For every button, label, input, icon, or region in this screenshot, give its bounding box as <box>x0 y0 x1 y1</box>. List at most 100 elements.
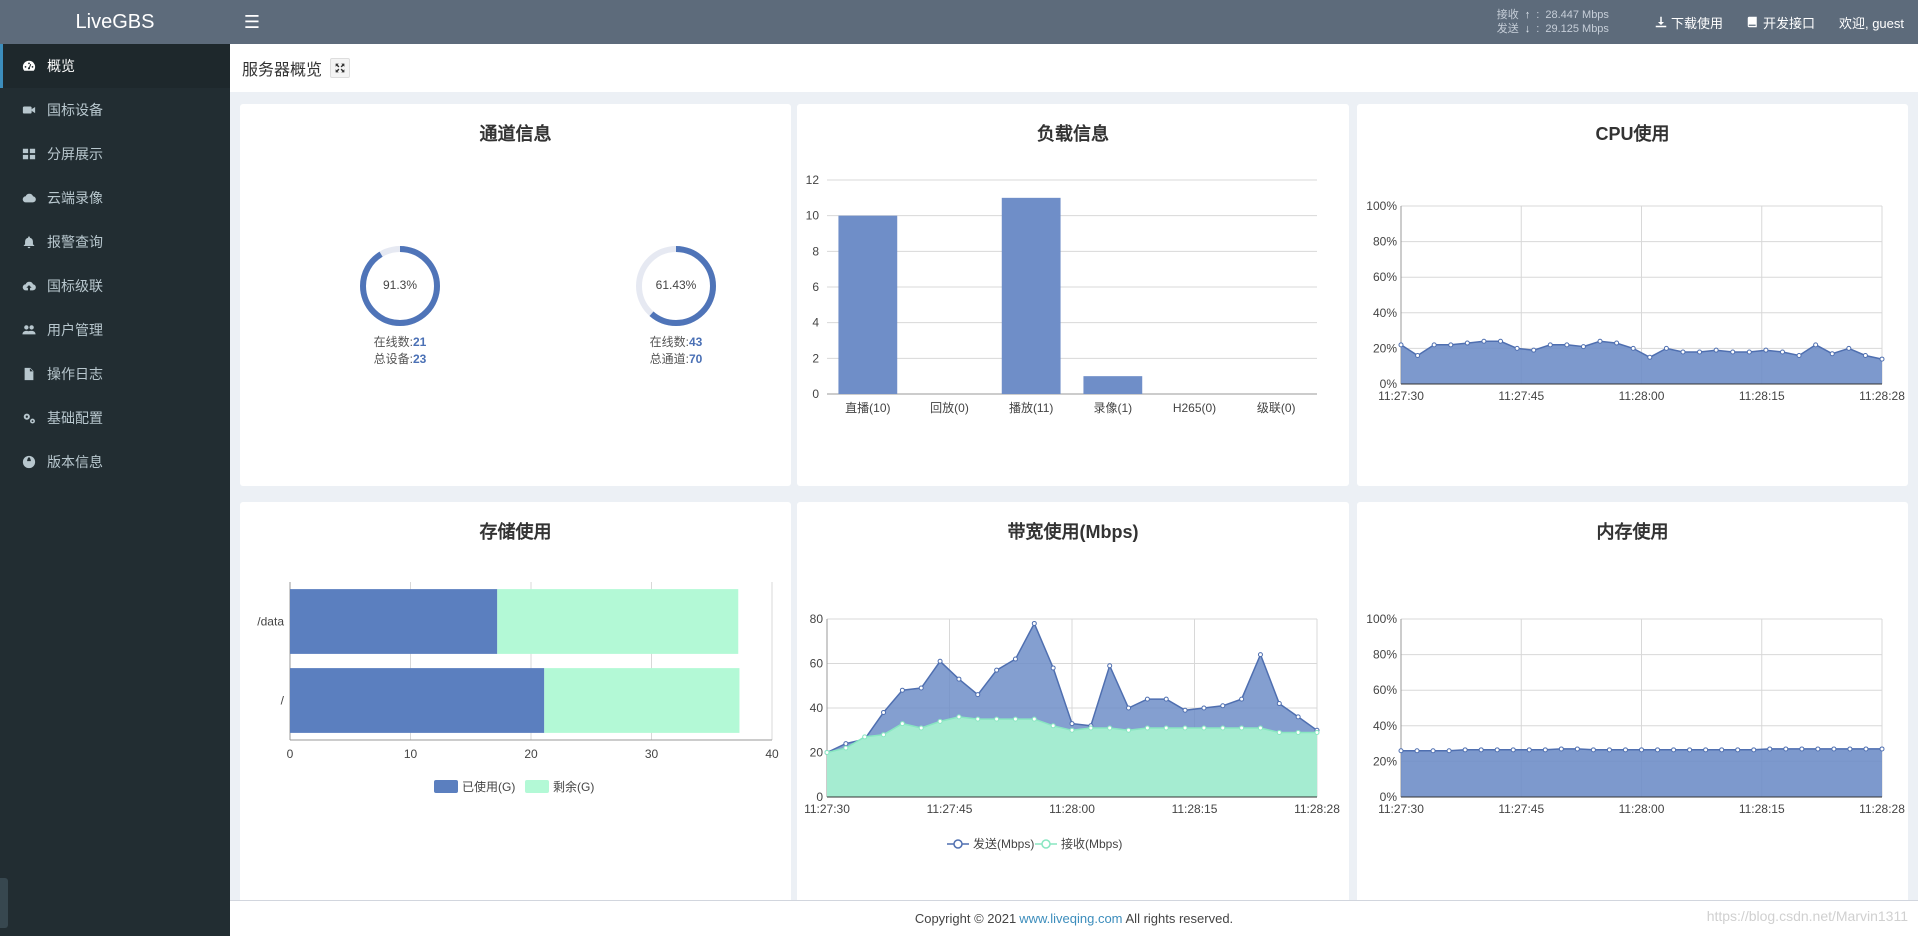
data-point <box>1813 342 1819 348</box>
data-point <box>1564 342 1570 348</box>
panel-title: 带宽使用(Mbps) <box>1007 522 1139 542</box>
y-tick-label: /data <box>257 615 284 629</box>
data-point <box>1295 729 1301 735</box>
data-point <box>1831 746 1837 752</box>
bar-segment <box>497 589 739 654</box>
data-point <box>1126 705 1132 711</box>
y-tick-label: 0% <box>1380 790 1398 804</box>
panel-title: 内存使用 <box>1596 522 1669 542</box>
channel-online-ring: 61.43% 在线数:43 总通道:70 <box>606 244 746 367</box>
fullscreen-button[interactable] <box>330 58 351 78</box>
y-tick-label: 80% <box>1373 648 1397 662</box>
y-tick-label: 0 <box>812 387 819 401</box>
ring-chart <box>636 246 716 326</box>
data-point <box>1783 746 1789 752</box>
x-tick-label: 11:27:45 <box>1498 389 1544 403</box>
y-tick-label: 100% <box>1366 199 1397 213</box>
data-point <box>1163 725 1169 731</box>
x-tick-label: H265(0) <box>1173 401 1216 415</box>
hamburger-icon: ☰ <box>243 11 261 32</box>
main-content: 服务器概览 通道信息 91.3% 在线数:21 总设备:23 61.43% 在线… <box>230 44 1918 936</box>
ring-percent: 61.43% <box>655 278 697 292</box>
sidebar: LiveGBS 概览 国标设备 分屏展示 云端录像 报警查询 国标级联 用户管理 <box>0 0 230 936</box>
data-point <box>1012 656 1018 662</box>
sidebar-item-user-management[interactable]: 用户管理 <box>0 308 230 352</box>
legend-label: 已使用(G) <box>462 779 515 794</box>
data-point <box>1050 723 1056 729</box>
data-point <box>1430 748 1436 754</box>
sidebar-item-overview[interactable]: 概览 <box>0 44 230 88</box>
sidebar-item-version-info[interactable]: 版本信息 <box>0 440 230 484</box>
data-point <box>1687 747 1693 753</box>
sidebar-item-split-screen[interactable]: 分屏展示 <box>0 132 230 176</box>
y-tick-label: 12 <box>806 173 820 187</box>
brand-logo[interactable]: LiveGBS <box>0 0 230 44</box>
data-point <box>1163 696 1169 702</box>
data-point <box>1031 716 1037 722</box>
dashboard-icon <box>21 59 37 73</box>
sidebar-item-label: 国标级联 <box>47 278 103 294</box>
total-count: 总设备:23 <box>373 352 427 366</box>
sidebar-item-cloud-record[interactable]: 云端录像 <box>0 176 230 220</box>
data-point <box>1663 345 1669 351</box>
data-point <box>1597 338 1603 344</box>
load-info-panel: 负载信息 0 2 4 6 8 10 12 直播(10) 回放(0) 播放(11) 录像(1) H265… <box>797 104 1349 486</box>
data-point <box>1276 701 1282 707</box>
sidebar-item-label: 国标设备 <box>47 102 103 118</box>
channel-info-panel: 通道信息 91.3% 在线数:21 总设备:23 61.43% 在线数:43 总… <box>240 104 791 486</box>
header-right: 接收 ↑:28.447 Mbps 发送 ↓:29.125 Mbps 下载使用 开发接… <box>1497 0 1918 44</box>
data-point <box>1879 356 1885 362</box>
data-point <box>1514 345 1520 351</box>
data-point <box>824 750 830 755</box>
area-fill <box>1401 748 1882 797</box>
users-icon <box>21 323 37 337</box>
x-tick-label: 11:28:15 <box>1172 802 1218 816</box>
globe-icon <box>21 455 37 469</box>
data-point <box>1201 705 1207 711</box>
data-point <box>1398 748 1404 754</box>
data-point <box>1069 727 1075 733</box>
top-header: ☰ 接收 ↑:28.447 Mbps 发送 ↓:29.125 Mbps 下载使用 开… <box>230 0 1918 44</box>
x-tick-label: 直播(10) <box>845 401 890 415</box>
sidebar-menu: 概览 国标设备 分屏展示 云端录像 报警查询 国标级联 用户管理 操作日志 <box>0 44 230 484</box>
data-point <box>1829 351 1835 357</box>
data-point <box>1847 746 1853 752</box>
user-welcome[interactable]: 欢迎, guest <box>1839 13 1904 32</box>
send-value: 29.125 Mbps <box>1545 23 1609 35</box>
bar-segment <box>290 668 545 733</box>
gears-icon <box>21 411 37 425</box>
menu-toggle-button[interactable]: ☰ <box>230 0 274 44</box>
online-count: 在线数:21 <box>373 335 427 349</box>
sidebar-item-label: 操作日志 <box>47 366 103 382</box>
file-icon <box>21 367 37 381</box>
sidebar-item-gb-cascade[interactable]: 国标级联 <box>0 264 230 308</box>
recv-value: 28.447 Mbps <box>1545 9 1609 21</box>
data-point <box>1276 729 1282 735</box>
panel-title: 负载信息 <box>1037 124 1109 144</box>
data-point <box>975 692 981 698</box>
x-tick-label: 10 <box>404 747 418 761</box>
website-link[interactable]: www.liveqing.com <box>1019 911 1123 926</box>
y-tick-label: 10 <box>806 209 820 223</box>
grid-icon <box>21 147 37 161</box>
panel-title: 存储使用 <box>479 522 552 542</box>
data-point <box>1580 344 1586 350</box>
sidebar-item-basic-config[interactable]: 基础配置 <box>0 396 230 440</box>
arrow-down-icon: ↓ <box>1524 23 1531 35</box>
data-point <box>1697 349 1703 355</box>
sidebar-resize-handle[interactable] <box>0 878 8 928</box>
sidebar-item-gb-devices[interactable]: 国标设备 <box>0 88 230 132</box>
x-tick-label: 11:27:30 <box>1378 389 1424 403</box>
memory-usage-panel: 内存使用 0% 20% 40% 60% 80% 100% 11:27:30 11:27:45 1… <box>1357 502 1908 932</box>
api-docs-link[interactable]: 开发接口 <box>1747 13 1815 32</box>
data-point <box>1622 747 1628 753</box>
sidebar-item-operation-log[interactable]: 操作日志 <box>0 352 230 396</box>
data-point <box>937 658 943 664</box>
sidebar-item-alarm-query[interactable]: 报警查询 <box>0 220 230 264</box>
total-count: 总通道:70 <box>649 352 703 366</box>
data-point <box>1639 747 1644 753</box>
ring-progress <box>636 246 716 326</box>
download-link[interactable]: 下载使用 <box>1655 13 1723 32</box>
x-tick-label: 录像(1) <box>1093 401 1132 415</box>
data-point <box>918 685 924 691</box>
